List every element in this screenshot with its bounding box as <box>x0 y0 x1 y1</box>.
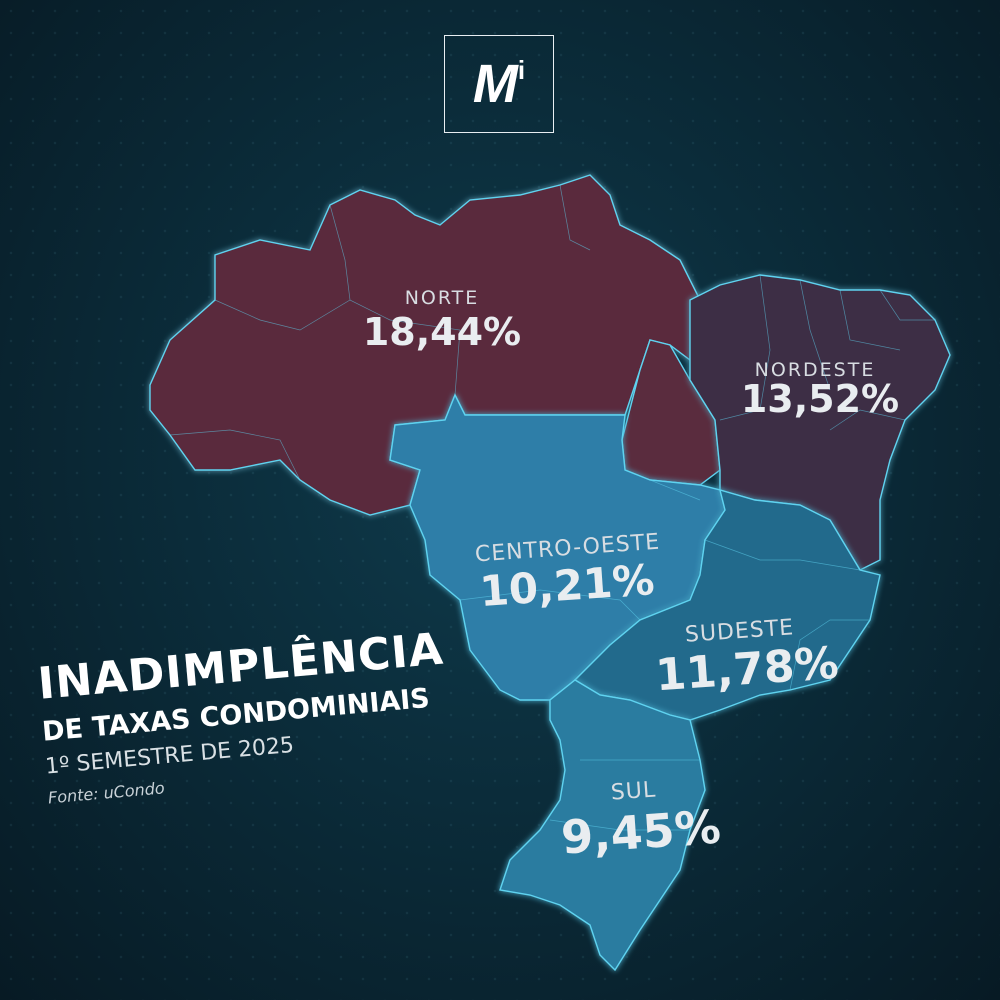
region-nordeste-shape[interactable] <box>689 274 951 571</box>
region-sul-label: SUL <box>610 777 657 805</box>
region-sul-shape[interactable] <box>499 679 706 972</box>
logo-letter: M <box>472 54 518 114</box>
region-norte-label: NORTE <box>405 287 480 309</box>
state-borders <box>169 184 935 831</box>
region-nordeste-label: NORDESTE <box>755 359 876 381</box>
region-centro-oeste-value: 10,21% <box>478 555 656 616</box>
region-norte-value: 18,44% <box>363 310 521 354</box>
region-sul-value: 9,45% <box>559 800 722 865</box>
region-nordeste-value: 13,52% <box>741 377 899 421</box>
logo-superscript: i <box>517 54 526 85</box>
region-sudeste-shape[interactable] <box>573 488 881 721</box>
